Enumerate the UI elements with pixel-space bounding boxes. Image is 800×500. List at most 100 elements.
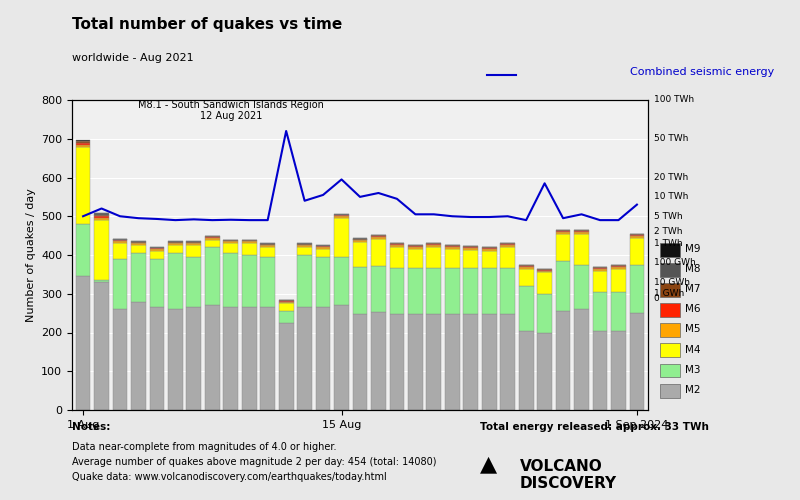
Bar (611, 292, 626, 331)
Bar (463, 246, 478, 247)
Bar (556, 311, 570, 410)
Bar (482, 247, 497, 248)
Bar (76, 144, 90, 146)
Bar (390, 314, 404, 410)
Bar (205, 306, 220, 410)
Bar (463, 247, 478, 248)
Bar (94, 220, 109, 280)
Bar (611, 266, 626, 268)
Bar (205, 238, 220, 240)
Bar (463, 248, 478, 250)
Bar (371, 235, 386, 236)
Bar (630, 234, 644, 235)
Bar (593, 270, 607, 292)
Bar (334, 216, 349, 218)
Bar (298, 244, 312, 246)
Bar (150, 248, 164, 249)
Bar (278, 323, 294, 410)
Bar (316, 246, 330, 247)
Bar (223, 308, 238, 410)
Bar (408, 268, 422, 314)
FancyBboxPatch shape (659, 242, 680, 256)
Text: 10 GWh: 10 GWh (654, 278, 690, 286)
Bar (371, 238, 386, 266)
Bar (242, 240, 257, 242)
Bar (390, 268, 404, 314)
Bar (426, 247, 442, 268)
Bar (94, 218, 109, 220)
Bar (76, 224, 90, 276)
Bar (630, 238, 644, 264)
Bar (518, 266, 534, 268)
Bar (482, 250, 497, 268)
Bar (223, 240, 238, 242)
Bar (278, 300, 294, 302)
Bar (556, 234, 570, 261)
Bar (260, 308, 275, 410)
Bar (353, 238, 367, 240)
Text: Quake data: www.volcanodiscovery.com/earthquakes/today.html: Quake data: www.volcanodiscovery.com/ear… (72, 472, 386, 482)
Bar (205, 247, 220, 306)
Bar (168, 242, 182, 244)
Text: M2: M2 (686, 385, 701, 395)
Text: M9: M9 (686, 244, 701, 254)
Text: 20 TWh: 20 TWh (654, 173, 688, 182)
Bar (482, 268, 497, 314)
Bar (426, 314, 442, 410)
Bar (131, 242, 146, 244)
Bar (574, 230, 589, 231)
Bar (334, 257, 349, 306)
Text: VOLCANO
DISCOVERY: VOLCANO DISCOVERY (520, 459, 617, 491)
Bar (260, 257, 275, 308)
Text: worldwide - Aug 2021: worldwide - Aug 2021 (72, 53, 194, 63)
Bar (278, 311, 294, 323)
Bar (390, 247, 404, 268)
Bar (205, 236, 220, 237)
Bar (298, 255, 312, 308)
Bar (482, 314, 497, 410)
Bar (186, 244, 202, 246)
Bar (482, 248, 497, 249)
Y-axis label: Number of quakes / day: Number of quakes / day (26, 188, 35, 322)
Bar (390, 244, 404, 245)
Bar (242, 242, 257, 244)
Text: Total number of quakes vs time: Total number of quakes vs time (72, 17, 342, 32)
Bar (353, 314, 367, 410)
Bar (408, 249, 422, 268)
Bar (630, 264, 644, 313)
Text: Total energy released: approx. 33 TWh: Total energy released: approx. 33 TWh (480, 422, 709, 432)
Bar (463, 268, 478, 314)
Bar (371, 266, 386, 312)
Bar (168, 246, 182, 253)
Bar (298, 247, 312, 255)
Bar (334, 218, 349, 257)
Bar (334, 214, 349, 216)
Bar (168, 253, 182, 309)
Bar (278, 304, 294, 311)
Bar (353, 268, 367, 314)
Bar (611, 330, 626, 410)
FancyBboxPatch shape (659, 263, 680, 276)
Text: M6: M6 (686, 304, 701, 314)
Bar (334, 306, 349, 410)
Bar (76, 276, 90, 410)
Bar (298, 246, 312, 247)
Bar (168, 244, 182, 246)
Bar (94, 216, 109, 218)
Bar (131, 302, 146, 410)
Bar (426, 245, 442, 247)
Bar (298, 308, 312, 410)
Bar (150, 251, 164, 259)
Bar (113, 259, 127, 309)
Bar (316, 247, 330, 249)
Text: 1 GWh: 1 GWh (654, 289, 684, 298)
Text: 2 TWh: 2 TWh (654, 227, 682, 236)
Bar (168, 309, 182, 410)
Bar (426, 268, 442, 314)
Bar (611, 268, 626, 292)
Bar (353, 242, 367, 268)
Bar (131, 244, 146, 246)
Bar (205, 237, 220, 238)
Bar (278, 302, 294, 304)
Bar (242, 255, 257, 308)
